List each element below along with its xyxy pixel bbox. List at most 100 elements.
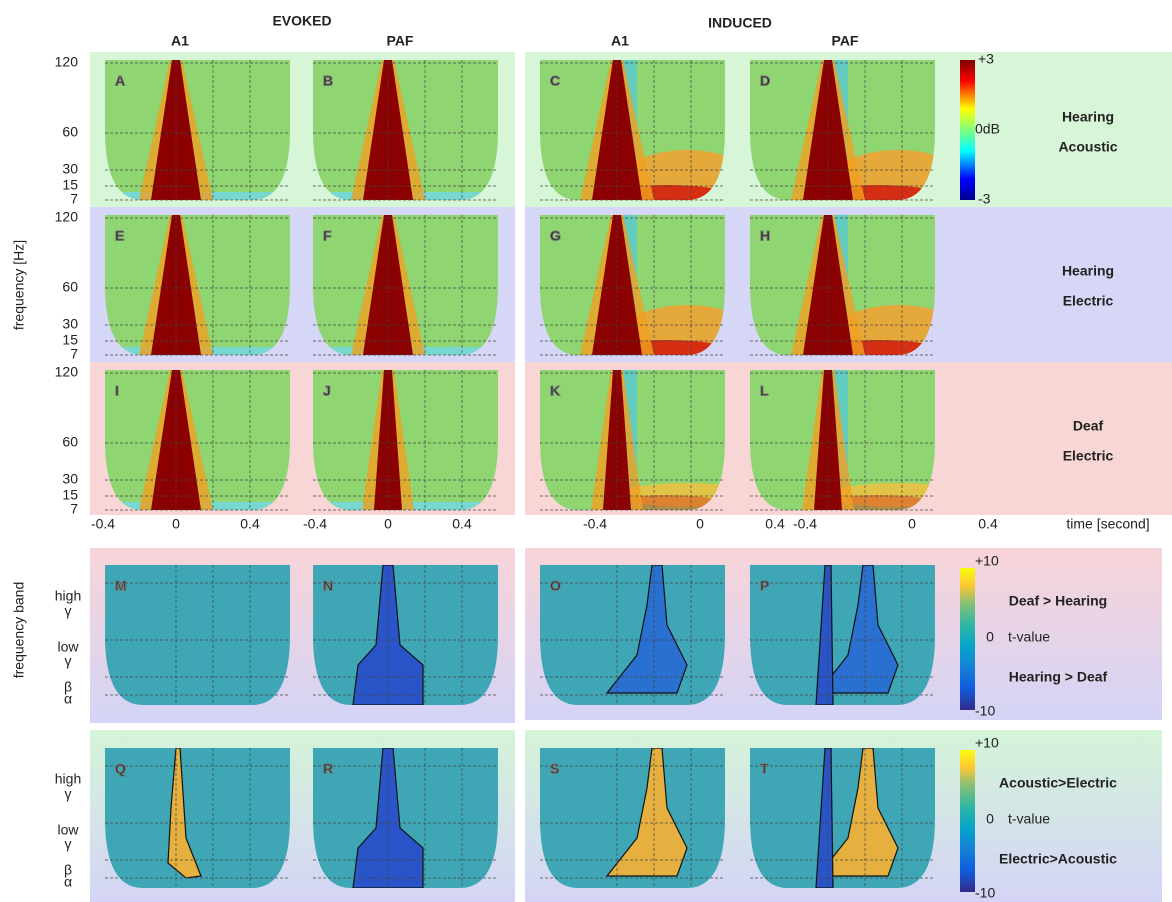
x-tick-label: 0.4: [452, 516, 472, 532]
comparison-label: Electric>Acoustic: [999, 851, 1117, 867]
colorbar-label: +3: [978, 51, 994, 67]
band-tick-label: γ: [65, 786, 72, 802]
panel-plot: [313, 370, 498, 510]
row-label: Deaf: [1073, 418, 1104, 434]
section-heading: EVOKED: [272, 13, 331, 29]
x-tick-label: 0: [908, 516, 916, 532]
row-label: Electric: [1063, 448, 1114, 464]
panel: M: [105, 565, 290, 705]
y-tick-label: 7: [70, 346, 78, 362]
panel-letter: C: [550, 73, 560, 89]
band-tick-label: high: [55, 588, 81, 604]
colorbar-label: -10: [975, 703, 995, 719]
panel-letter: H: [760, 228, 770, 244]
x-tick-label: 0: [172, 516, 180, 532]
x-tick-label: 0.4: [765, 516, 785, 532]
x-axis-label: time [second]: [1066, 516, 1149, 532]
column-label: A1: [171, 33, 189, 49]
panel-plot: [540, 565, 725, 705]
panel-plot: [540, 748, 725, 888]
panel-plot: [105, 60, 290, 200]
panel-letter: M: [115, 578, 127, 594]
column-label: PAF: [832, 33, 859, 49]
panel-letter: N: [323, 578, 333, 594]
panel: A: [105, 60, 290, 200]
row-label: Electric: [1063, 293, 1114, 309]
panel: B: [313, 60, 498, 200]
band-tick-label: γ: [65, 836, 72, 852]
panel-plot: [105, 748, 290, 888]
x-tick-label: 0.4: [978, 516, 998, 532]
panel-plot: [313, 565, 498, 705]
panel: R: [313, 748, 498, 888]
figure: EVOKEDINDUCEDA1PAFA1PAFfrequency [Hz]fre…: [0, 0, 1172, 902]
y-tick-label: 120: [55, 364, 79, 380]
panel-letter: G: [550, 228, 561, 244]
panel-plot: [313, 215, 498, 355]
panel: E: [105, 215, 290, 355]
panel-letter: Q: [115, 761, 126, 777]
panel: Q: [105, 748, 290, 888]
panel-plot: [105, 565, 290, 705]
section-heading: INDUCED: [708, 15, 772, 31]
panel-letter: A: [115, 73, 125, 89]
row-label: Hearing: [1062, 263, 1114, 279]
y-tick-label: 60: [62, 434, 78, 450]
y-tick-label: 7: [70, 191, 78, 207]
y-tick-label: 60: [62, 279, 78, 295]
band-tick-label: γ: [65, 653, 72, 669]
band-tick-label: α: [64, 874, 72, 890]
colorbar-label: -3: [978, 191, 991, 207]
panel-letter: K: [550, 383, 560, 399]
y-tick-label: 120: [55, 209, 79, 225]
y-tick-label: 30: [62, 316, 78, 332]
panel-plot: [313, 748, 498, 888]
colorbar-label: +10: [975, 553, 999, 569]
colorbar: [960, 568, 975, 710]
y-axis-label: frequency [Hz]: [11, 240, 27, 330]
comparison-label: Hearing > Deaf: [1009, 669, 1108, 685]
colorbar: [960, 750, 975, 892]
x-tick-label: -0.4: [303, 516, 327, 532]
y-tick-label: 30: [62, 471, 78, 487]
colorbar-label: +10: [975, 735, 999, 751]
panel: F: [313, 215, 498, 355]
row-label: Acoustic: [1058, 139, 1117, 155]
y-tick-label: 7: [70, 501, 78, 517]
panel: I: [105, 370, 290, 510]
column-label: PAF: [387, 33, 414, 49]
panel: J: [313, 370, 498, 510]
panel-letter: R: [323, 761, 333, 777]
x-tick-label: -0.4: [793, 516, 817, 532]
band-tick-label: high: [55, 771, 81, 787]
panel-plot: [313, 60, 498, 200]
column-label: A1: [611, 33, 629, 49]
heatmap-base: [105, 565, 290, 705]
panel: S: [540, 748, 725, 888]
panel-letter: I: [115, 383, 119, 399]
panel: T: [750, 748, 935, 888]
panel-letter: D: [760, 73, 770, 89]
band-tick-label: α: [64, 691, 72, 707]
row-label: Hearing: [1062, 109, 1114, 125]
panel-letter: T: [760, 761, 769, 777]
panel-letter: B: [323, 73, 333, 89]
comparison-label: Acoustic>Electric: [999, 775, 1117, 791]
panel-letter: E: [115, 228, 124, 244]
panel-letter: F: [323, 228, 332, 244]
colorbar-label: t-value: [1008, 629, 1050, 645]
y-axis-label: frequency band: [11, 582, 27, 679]
y-tick-label: 120: [55, 54, 79, 70]
panel-plot: [750, 748, 935, 888]
y-tick-label: 30: [62, 161, 78, 177]
panel-letter: O: [550, 578, 561, 594]
comparison-label: Deaf > Hearing: [1009, 593, 1107, 609]
band-tick-label: γ: [65, 603, 72, 619]
panel-letter: J: [323, 383, 331, 399]
x-tick-label: 0: [696, 516, 704, 532]
colorbar-label: t-value: [1008, 811, 1050, 827]
colorbar-label: -10: [975, 885, 995, 901]
panel-letter: P: [760, 578, 769, 594]
x-tick-label: 0: [384, 516, 392, 532]
colorbar-label: 0: [986, 629, 994, 645]
